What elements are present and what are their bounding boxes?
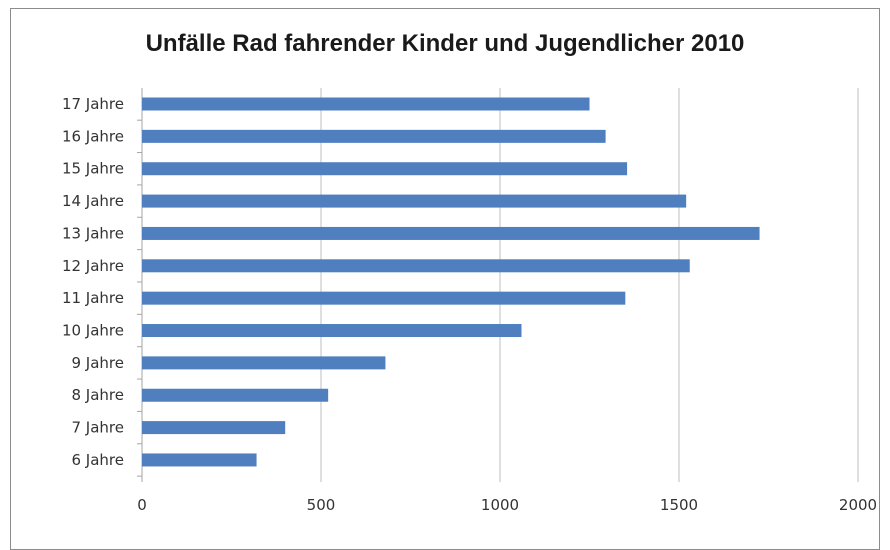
y-tick-label: 8 Jahre bbox=[72, 386, 125, 404]
bar bbox=[142, 162, 628, 176]
bar bbox=[142, 226, 760, 240]
x-tick-label: 0 bbox=[137, 496, 147, 514]
y-tick-label: 11 Jahre bbox=[62, 289, 124, 307]
bar bbox=[142, 194, 687, 208]
x-tick-label: 500 bbox=[307, 496, 336, 514]
bar bbox=[142, 356, 386, 370]
y-tick-label: 12 Jahre bbox=[62, 257, 124, 275]
bar bbox=[142, 388, 329, 402]
bar bbox=[142, 421, 286, 435]
bar bbox=[142, 129, 606, 143]
x-tick-label: 1000 bbox=[481, 496, 519, 514]
bar bbox=[142, 324, 522, 338]
bar bbox=[142, 453, 257, 467]
y-tick-label: 17 Jahre bbox=[62, 95, 124, 113]
bar bbox=[142, 259, 690, 273]
x-tick-label: 1500 bbox=[660, 496, 698, 514]
y-tick-label: 15 Jahre bbox=[62, 160, 124, 178]
y-tick-label: 16 Jahre bbox=[62, 127, 124, 145]
y-tick-label: 7 Jahre bbox=[72, 419, 125, 437]
chart-title: Unfälle Rad fahrender Kinder und Jugendl… bbox=[145, 30, 745, 57]
y-tick-label: 9 Jahre bbox=[72, 354, 125, 372]
y-tick-label: 6 Jahre bbox=[72, 451, 125, 469]
y-tick-label: 13 Jahre bbox=[62, 224, 124, 242]
bar bbox=[142, 97, 590, 111]
y-tick-label: 14 Jahre bbox=[62, 192, 124, 210]
y-tick-label: 10 Jahre bbox=[62, 322, 124, 340]
bar bbox=[142, 291, 626, 305]
bar-chart: 0 500 1000 1500 2000 17 Jahre 16 Jahre 15 Jahre… bbox=[62, 88, 877, 514]
x-tick-label: 2000 bbox=[839, 496, 877, 514]
